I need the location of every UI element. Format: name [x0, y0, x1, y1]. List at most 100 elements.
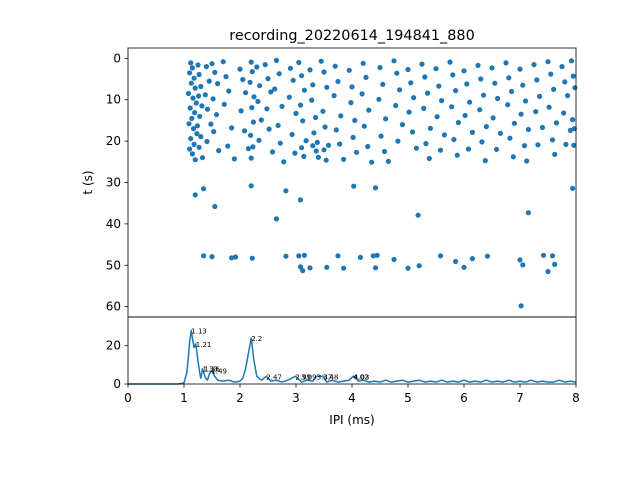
raster-point — [481, 92, 487, 98]
peak-label: 3.37 — [317, 373, 333, 381]
raster-point — [411, 95, 417, 101]
raster-point — [545, 59, 551, 65]
raster-point — [376, 96, 382, 102]
raster-point — [216, 148, 222, 154]
raster-point — [199, 103, 205, 109]
raster-point — [493, 146, 500, 152]
raster-point — [203, 64, 209, 70]
raster-point — [301, 87, 307, 93]
raster-point — [454, 152, 460, 158]
raster-point — [351, 183, 357, 189]
raster-point — [321, 147, 327, 153]
raster-point — [300, 118, 306, 124]
raster-point — [419, 61, 425, 67]
raster-point — [570, 73, 576, 79]
raster-point — [324, 84, 330, 90]
raster-points — [185, 57, 578, 309]
raster-point — [548, 71, 554, 77]
raster-point — [283, 253, 289, 259]
raster-point — [249, 69, 255, 75]
raster-point — [469, 256, 475, 262]
raster-point — [517, 66, 523, 72]
raster-point — [297, 197, 304, 203]
raster-point — [478, 76, 484, 82]
raster-axes: 0 10 20 30 40 50 60 t (s) — [81, 47, 578, 318]
raster-y-tick-label: 60 — [106, 300, 121, 314]
histogram-peak-labels: 1.13 1.21 1.331.361.49 2.2 2.47 2.993.09 3.373… — [191, 327, 369, 381]
histogram-x-ticks: 0 1 2 3 4 5 6 7 8 — [124, 384, 580, 405]
peak-label: 3.09 — [301, 373, 317, 381]
raster-point — [238, 108, 244, 114]
peak-label: 2.99 — [295, 373, 311, 381]
raster-point — [277, 140, 283, 146]
raster-point — [475, 62, 481, 68]
peak-label: 1.49 — [211, 368, 227, 376]
peak-label: 2.47 — [266, 373, 282, 381]
raster-point — [273, 216, 279, 222]
raster-point — [518, 303, 524, 309]
raster-point — [441, 132, 447, 138]
raster-point — [243, 90, 249, 96]
raster-point — [201, 186, 207, 192]
raster-point — [192, 192, 198, 198]
raster-point — [570, 117, 576, 123]
raster-point — [289, 131, 295, 138]
raster-point — [421, 105, 427, 111]
raster-point — [549, 137, 556, 143]
raster-point — [426, 155, 432, 162]
histogram-x-tick-label: 6 — [460, 391, 468, 405]
raster-point — [335, 78, 341, 85]
raster-point — [232, 254, 239, 260]
raster-point — [348, 100, 354, 106]
raster-point — [477, 107, 483, 113]
histogram-y-ticks: 0 20 — [106, 339, 128, 391]
raster-point — [247, 79, 253, 85]
raster-point — [490, 115, 496, 121]
raster-point — [537, 93, 543, 99]
raster-point — [517, 257, 523, 263]
raster-point — [309, 97, 315, 103]
raster-y-tick-label: 20 — [106, 134, 121, 148]
raster-point — [465, 146, 472, 152]
histogram-x-tick-label: 0 — [124, 391, 132, 405]
raster-point — [297, 102, 304, 108]
raster-point — [237, 66, 243, 72]
raster-point — [286, 94, 292, 100]
raster-point — [549, 253, 556, 259]
raster-point — [372, 265, 379, 271]
raster-point — [229, 125, 235, 131]
raster-point — [293, 110, 299, 116]
raster-point — [325, 142, 332, 148]
raster-point — [248, 183, 254, 189]
raster-point — [248, 155, 254, 161]
raster-point — [226, 88, 232, 94]
raster-point — [395, 138, 401, 144]
raster-point — [195, 62, 201, 68]
raster-y-axis-label: t (s) — [81, 170, 95, 194]
raster-point — [220, 59, 226, 65]
raster-point — [505, 102, 511, 108]
raster-point — [507, 135, 513, 141]
histogram-x-tick-label: 1 — [180, 391, 188, 405]
raster-point — [209, 61, 215, 67]
raster-point — [212, 203, 218, 210]
raster-point — [518, 111, 524, 117]
raster-y-tick-label: 30 — [106, 176, 121, 190]
raster-point — [497, 130, 503, 136]
raster-point — [524, 158, 530, 164]
raster-point — [369, 159, 375, 165]
raster-point — [189, 65, 195, 71]
raster-point — [495, 95, 501, 102]
raster-point — [338, 113, 344, 119]
raster-point — [250, 144, 256, 150]
raster-point — [314, 139, 320, 145]
raster-point — [520, 82, 526, 88]
raster-point — [413, 145, 419, 151]
raster-point — [521, 143, 528, 149]
raster-point — [300, 268, 306, 274]
peak-label: 2.2 — [251, 335, 262, 343]
histogram-x-tick-label: 3 — [292, 391, 300, 405]
raster-point — [315, 154, 321, 160]
raster-point — [415, 212, 421, 218]
